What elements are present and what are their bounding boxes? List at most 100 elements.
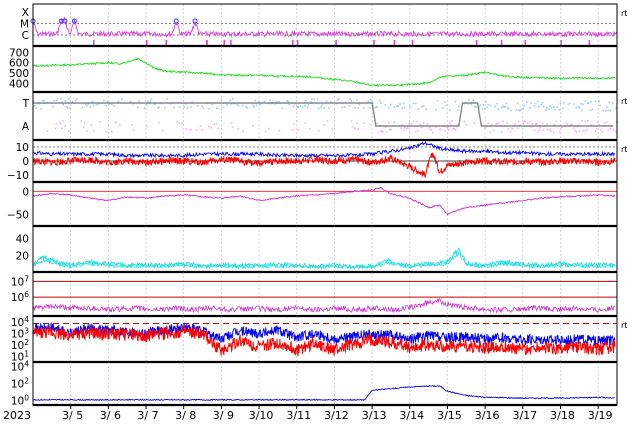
sector-dot-t bbox=[556, 106, 558, 108]
sector-dot-t bbox=[580, 103, 582, 105]
sector-dot-a bbox=[61, 127, 63, 130]
sector-dot-t bbox=[378, 100, 381, 102]
sector-dot-a bbox=[506, 122, 509, 124]
sector-dot-t bbox=[91, 100, 94, 103]
sector-dot-a bbox=[401, 124, 404, 126]
sector-dot-a bbox=[526, 122, 529, 124]
sector-dot-a bbox=[210, 126, 213, 129]
sector-dot-a bbox=[585, 128, 588, 131]
sector-dot-t bbox=[306, 106, 309, 109]
sector-dot-a bbox=[606, 121, 608, 123]
sector-dot-t bbox=[169, 103, 172, 105]
sector-dot-t bbox=[294, 103, 296, 105]
sector-dot-t bbox=[436, 100, 439, 102]
date-label-10: 3/15 bbox=[437, 409, 462, 422]
ytick-dst-0: 0 bbox=[22, 186, 29, 198]
sector-dot-a bbox=[296, 120, 298, 122]
sector-dot-a bbox=[416, 120, 418, 123]
sector-dot-a bbox=[502, 120, 504, 123]
sector-dot-t bbox=[33, 100, 35, 103]
sector-dot-t bbox=[467, 103, 469, 105]
sector-dot-a bbox=[512, 127, 514, 130]
sector-dot-t bbox=[578, 107, 581, 109]
sector-dot-t bbox=[164, 106, 166, 109]
sector-dot-a bbox=[554, 123, 556, 126]
sector-dot-t bbox=[374, 106, 376, 109]
sector-dot-t bbox=[367, 100, 370, 103]
sector-dot-a bbox=[566, 123, 569, 125]
sector-dot-t bbox=[130, 101, 132, 103]
sector-dot-t bbox=[236, 103, 239, 106]
sector-dot-t bbox=[221, 106, 224, 109]
ytick-he-electron-4: 104 bbox=[11, 359, 29, 373]
sector-dot-t bbox=[344, 101, 347, 104]
sector-dot-t bbox=[325, 100, 328, 103]
sector-dot-t bbox=[158, 106, 161, 109]
xray-flux-line bbox=[32, 16, 618, 39]
sector-dot-a bbox=[351, 125, 354, 128]
sector-dot-a bbox=[610, 124, 613, 126]
sector-dot-t bbox=[288, 103, 291, 106]
sector-dot-a bbox=[429, 128, 432, 131]
sector-dot-a bbox=[417, 129, 419, 132]
sector-dot-a bbox=[426, 122, 428, 125]
sector-dot-t bbox=[523, 105, 526, 107]
date-label-12: 3/17 bbox=[512, 409, 537, 422]
ytick-speed-400: 400 bbox=[9, 79, 29, 91]
sector-dot-a bbox=[514, 123, 517, 125]
sector-dot-a bbox=[487, 122, 489, 125]
flare-marker-3 bbox=[71, 18, 77, 24]
sector-dot-t bbox=[594, 100, 597, 103]
sector-dot-a bbox=[523, 120, 526, 122]
sector-dot-a bbox=[131, 124, 133, 126]
sector-dot-a bbox=[114, 122, 116, 124]
sector-dot-t bbox=[473, 105, 476, 108]
sector-dot-t bbox=[313, 98, 315, 101]
sector-dot-t bbox=[489, 104, 492, 107]
sector-dot-a bbox=[586, 120, 589, 122]
sector-dot-a bbox=[558, 131, 561, 133]
sector-dot-t bbox=[390, 103, 392, 106]
sector-dot-t bbox=[399, 103, 401, 105]
ytick-he-electron-2: 102 bbox=[11, 377, 29, 391]
sector-dot-t bbox=[302, 106, 304, 109]
sector-dot-t bbox=[481, 107, 484, 110]
sector-dot-t bbox=[590, 100, 592, 103]
sector-dot-a bbox=[445, 125, 448, 128]
sector-dot-a bbox=[308, 128, 311, 130]
sector-dot-a bbox=[612, 129, 615, 131]
sector-dot-t bbox=[534, 102, 537, 105]
sector-dot-a bbox=[522, 123, 525, 125]
sector-dot-t bbox=[146, 103, 148, 106]
sector-dot-a bbox=[412, 120, 415, 123]
sector-dot-t bbox=[470, 103, 473, 105]
sector-dot-t bbox=[173, 106, 175, 109]
sector-dot-a bbox=[402, 129, 405, 132]
sector-dot-a bbox=[230, 122, 233, 124]
sector-dot-a bbox=[603, 122, 606, 124]
sector-dot-a bbox=[511, 127, 513, 130]
sector-dot-t bbox=[208, 107, 210, 110]
ytick-proton-6: 106 bbox=[11, 290, 29, 304]
sector-dot-t bbox=[263, 100, 266, 103]
sector-dot-t bbox=[202, 107, 205, 110]
sector-dot-a bbox=[291, 129, 294, 131]
sector-dot-t bbox=[529, 107, 531, 109]
ae-line-2 bbox=[32, 250, 616, 270]
sector-dot-t bbox=[317, 107, 320, 110]
sector-dot-a bbox=[201, 129, 204, 131]
sector-dot-t bbox=[611, 102, 614, 104]
sector-dot-t bbox=[393, 106, 396, 108]
sector-dot-a bbox=[615, 131, 617, 133]
sector-dot-a bbox=[439, 128, 442, 131]
sector-dot-t bbox=[559, 102, 562, 105]
sector-dot-t bbox=[474, 106, 477, 108]
sector-dot-a bbox=[350, 120, 353, 123]
sector-dot-a bbox=[217, 127, 219, 130]
sector-dot-a bbox=[600, 129, 603, 131]
sector-dot-t bbox=[305, 99, 308, 102]
sector-dot-a bbox=[92, 130, 95, 132]
sector-dot-a bbox=[146, 125, 148, 127]
